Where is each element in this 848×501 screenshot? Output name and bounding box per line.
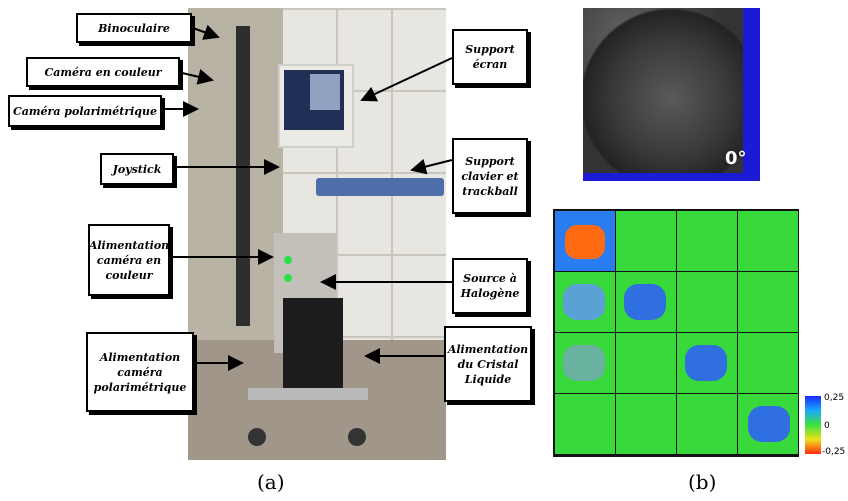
matrix-cell xyxy=(616,211,676,271)
legend-max-label: 0,25 xyxy=(824,393,845,403)
grayscale-0-degree-image: 0° xyxy=(583,8,760,181)
keyboard-tray xyxy=(316,178,444,196)
label-camera-couleur: Caméra en couleur xyxy=(26,57,180,87)
matrix-cell xyxy=(738,272,798,332)
caption-b: (b) xyxy=(688,470,717,494)
matrix-cell xyxy=(677,272,737,332)
color-scale-bar xyxy=(805,396,821,454)
label-alimentation-camera-polarimetrique: Alimentation caméra polarimétrique xyxy=(86,332,194,412)
instrument-photo xyxy=(188,8,446,460)
matrix-cell xyxy=(738,211,798,271)
label-binoculaire: Binoculaire xyxy=(76,13,192,43)
label-camera-polarimetrique: Caméra polarimétrique xyxy=(8,95,162,127)
matrix-cell xyxy=(616,333,676,393)
label-source-halogene: Source à Halogène xyxy=(452,258,528,314)
matrix-cell xyxy=(616,394,676,454)
legend-min-label: -0,25 xyxy=(822,447,846,457)
matrix-cell xyxy=(677,211,737,271)
matrix-cell xyxy=(555,333,615,393)
label-support-clavier: Support clavier et trackball xyxy=(452,138,528,214)
matrix-cell xyxy=(555,272,615,332)
legend-mid-label: 0 xyxy=(824,421,830,431)
matrix-cell xyxy=(738,333,798,393)
caption-a: (a) xyxy=(257,470,285,494)
pc-tower xyxy=(283,298,343,398)
label-alimentation-camera-couleur: Alimentation caméra en couleur xyxy=(88,224,170,296)
mueller-matrix-grid xyxy=(553,209,799,457)
label-joystick: Joystick xyxy=(100,153,174,185)
matrix-cell xyxy=(555,211,615,271)
matrix-cell xyxy=(616,272,676,332)
angle-label: 0° xyxy=(725,148,747,169)
matrix-cell xyxy=(677,333,737,393)
label-alimentation-cristal-liquide: Alimentation du Cristal Liquide xyxy=(444,326,532,402)
matrix-cell xyxy=(677,394,737,454)
matrix-cell xyxy=(555,394,615,454)
label-support-ecran: Support écran xyxy=(452,29,528,85)
matrix-cell xyxy=(738,394,798,454)
